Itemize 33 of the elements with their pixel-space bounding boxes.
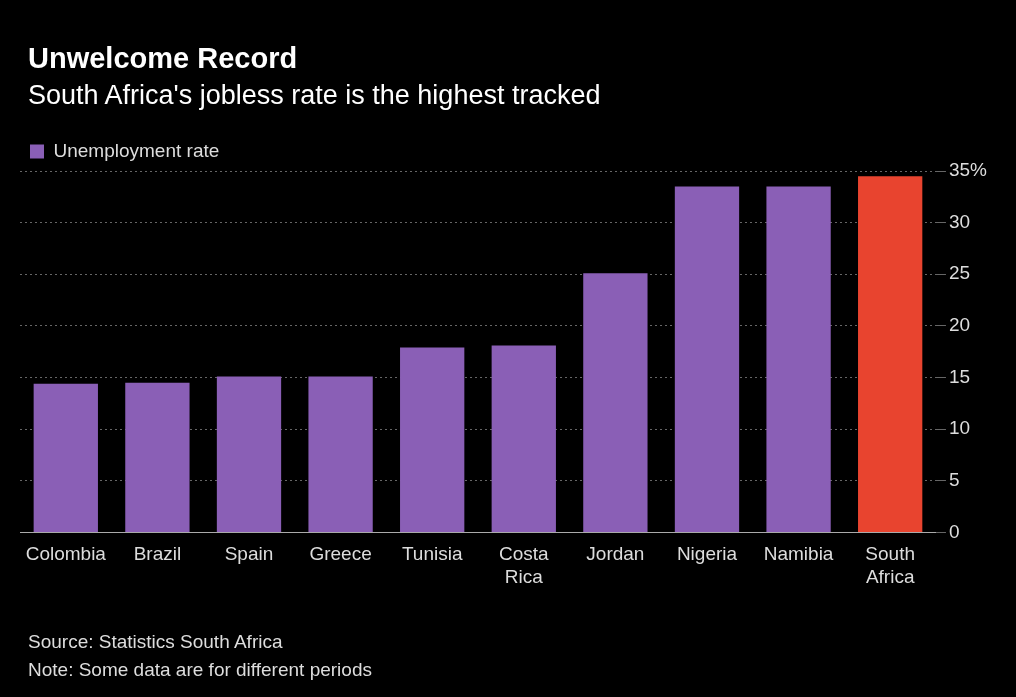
x-tick-label: Greece (309, 543, 372, 565)
legend-label: Unemployment rate (53, 139, 220, 161)
source-note: Source: Statistics South Africa (28, 631, 283, 652)
text: Note: Some data are for different periods (28, 659, 372, 680)
bar (33, 383, 98, 532)
x-tick-label: Costa Rica (498, 543, 550, 587)
x-tick-label: Spain (224, 543, 274, 565)
x-tick-label: Namibia (763, 543, 834, 565)
chart-title: Unwelcome Record (28, 42, 298, 75)
x-tick-label: Jordan (586, 543, 645, 565)
y-tick-label: 25 (948, 262, 971, 284)
y-tick-label: 20 (948, 314, 971, 336)
x-tick-label: South Africa (865, 543, 915, 587)
y-tick-label: 0 (948, 520, 960, 542)
y-tick-label: 5 (948, 469, 960, 491)
bar (766, 186, 831, 532)
y-tick-label: 35% (948, 159, 988, 181)
bar (216, 376, 282, 532)
y-tick-label: 10 (948, 417, 971, 439)
chart-subtitle: South Africa's jobless rate is the highest tracked (28, 80, 601, 111)
x-tick-label: Colombia (25, 543, 107, 565)
bar (858, 176, 923, 532)
x-tick-label: Tunisia (401, 543, 463, 565)
bar (125, 382, 190, 532)
bar (583, 273, 648, 532)
y-tick-label: 30 (948, 210, 971, 232)
bar (308, 376, 373, 532)
bar (400, 347, 465, 532)
bar (491, 345, 556, 532)
x-tick-label: Brazil (133, 543, 182, 565)
bar (674, 186, 740, 532)
x-tick-label: Nigeria (676, 543, 738, 565)
y-tick-label: 15 (948, 365, 971, 387)
